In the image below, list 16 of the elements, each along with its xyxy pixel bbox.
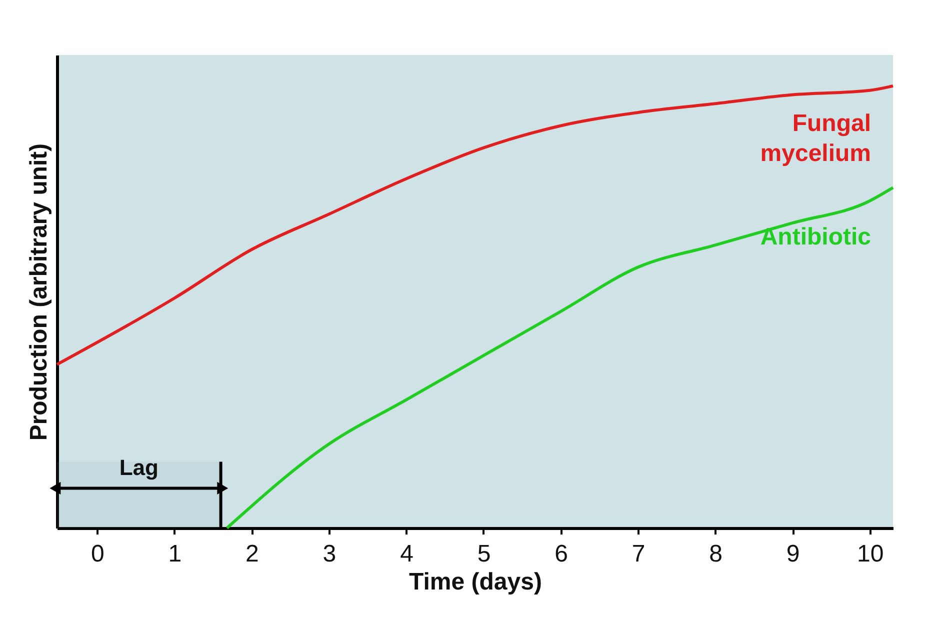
- x-tick-label: 9: [786, 540, 800, 568]
- series-label: Fungal mycelium: [760, 110, 871, 167]
- x-tick-label: 10: [856, 540, 884, 568]
- x-tick-label: 5: [477, 540, 491, 568]
- x-axis-title: Time (days): [409, 568, 542, 596]
- band-label: Lag: [119, 455, 158, 480]
- x-tick-label: 0: [91, 540, 104, 568]
- x-tick-label: 3: [322, 540, 336, 568]
- x-tick-label: 6: [554, 540, 568, 568]
- x-tick-label: 8: [709, 540, 722, 568]
- x-tick-label: 7: [632, 540, 646, 568]
- x-tick-label: 4: [400, 540, 414, 568]
- x-tick-label: 1: [168, 540, 182, 568]
- x-tick-label: 2: [246, 540, 259, 568]
- series-label: Antibiotic: [760, 224, 871, 251]
- y-axis-title: Production (arbitrary unit): [26, 143, 52, 441]
